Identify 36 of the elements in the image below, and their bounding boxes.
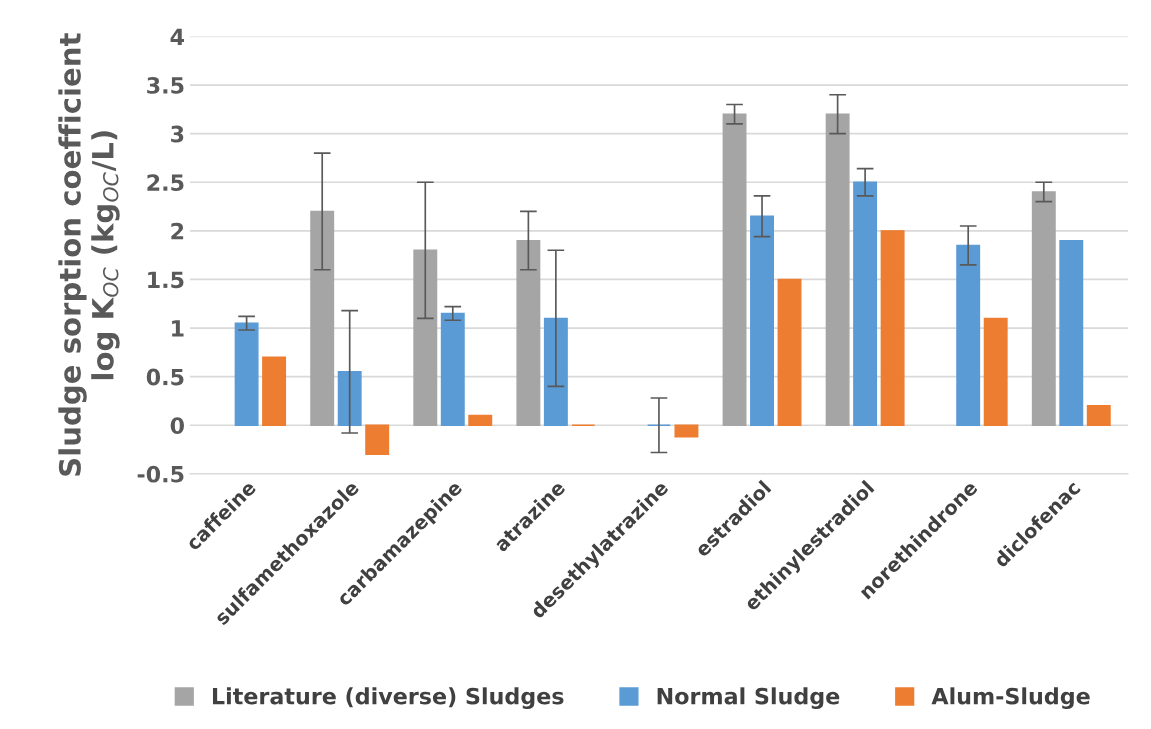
bar: [234, 322, 259, 426]
bar: [413, 249, 438, 426]
bar: [853, 181, 878, 426]
bar: [262, 356, 287, 426]
legend-label: Literature (diverse) Sludges: [212, 687, 564, 709]
bar: [1086, 405, 1111, 426]
bar: [1059, 239, 1084, 426]
y-axis-title: Sludge sorption coefficient log K$_{OC}$ (kg$_{OC}$/L): [58, 33, 120, 476]
y-tick-label: 2: [171, 222, 184, 240]
y-tick-label: 0: [170, 417, 184, 435]
bar: [365, 424, 390, 456]
bar: [983, 317, 1008, 426]
bar: [516, 239, 541, 426]
bar: [880, 230, 905, 426]
y-tick-label: -0.5: [137, 465, 184, 483]
bar: [825, 113, 850, 426]
bar: [440, 312, 465, 426]
y-tick-label: 3.5: [147, 77, 184, 94]
bar: [750, 215, 774, 426]
legend-label: Alum-Sludge: [931, 687, 1090, 709]
bar: [310, 210, 335, 426]
y-tick-label: 1: [172, 320, 184, 337]
bar: [777, 278, 802, 426]
y-tick-label: 1.5: [148, 271, 184, 289]
y-tick-label: 0.5: [146, 368, 184, 386]
bar: [468, 414, 493, 426]
legend-label: Normal Sludge: [657, 687, 840, 709]
bar: [543, 317, 568, 426]
y-tick-label: 3: [171, 125, 184, 143]
bar: [337, 371, 362, 426]
bar: [1031, 191, 1056, 426]
bar: [722, 113, 747, 426]
y-tick-label: 2.5: [147, 174, 184, 192]
y-tick-label: 4: [170, 28, 185, 45]
bar: [956, 244, 981, 426]
bar: [674, 424, 699, 438]
